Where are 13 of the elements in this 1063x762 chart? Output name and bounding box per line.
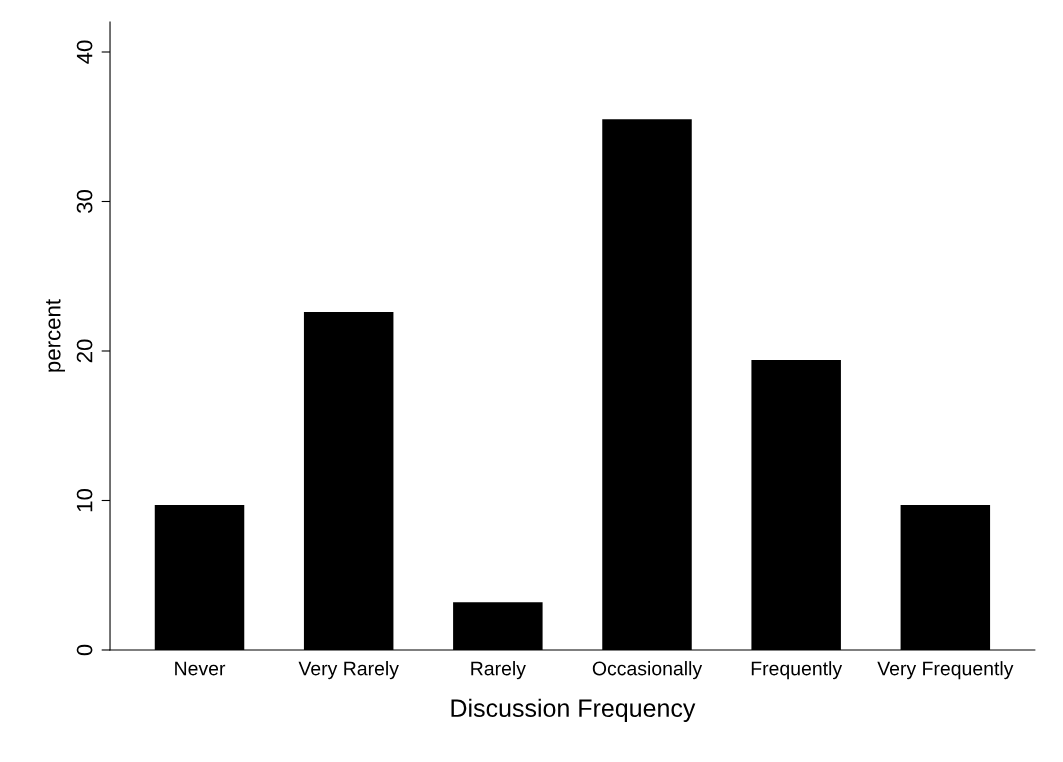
x-tick-label: Occasionally bbox=[592, 661, 703, 680]
y-tick-label: 40 bbox=[76, 40, 93, 64]
y-tick-label: 30 bbox=[76, 190, 93, 213]
x-tick-label: Rarely bbox=[471, 661, 526, 680]
y-axis-title: percent bbox=[46, 299, 65, 372]
x-tick-label: Never bbox=[175, 661, 226, 676]
y-tick-label: 20 bbox=[76, 339, 93, 363]
y-tick-label: 10 bbox=[76, 489, 93, 512]
y-tick-label: 0 bbox=[76, 644, 93, 656]
x-axis-title: Discussion Frequency bbox=[451, 698, 696, 722]
x-tick-label: Frequently bbox=[751, 661, 843, 680]
x-tick-label: Very Rarely bbox=[298, 661, 399, 680]
x-tick-label: Very Frequently bbox=[877, 661, 1014, 680]
